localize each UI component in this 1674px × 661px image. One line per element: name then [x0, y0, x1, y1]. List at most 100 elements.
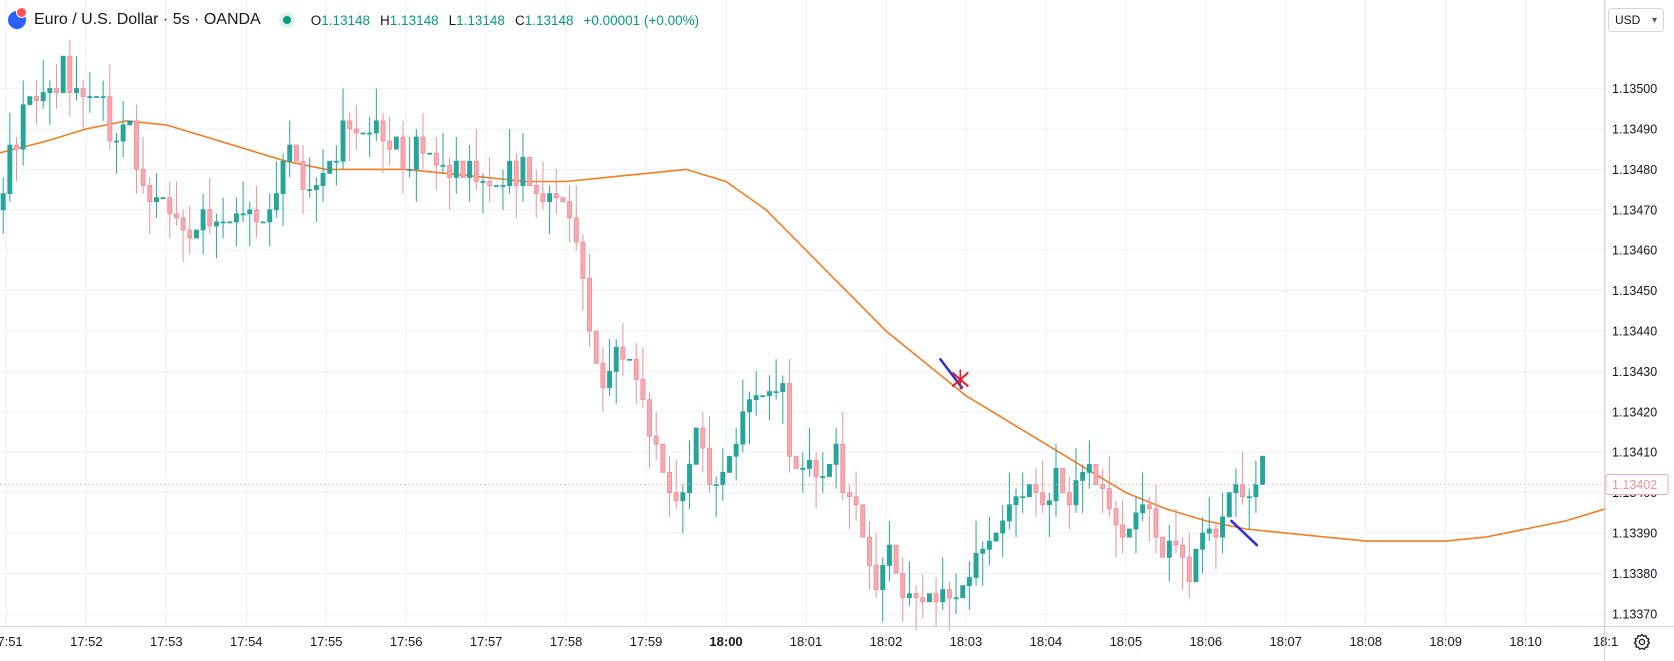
candle-body-up [453, 160, 459, 178]
candle-body-down [1186, 556, 1192, 582]
candle-body-down [107, 96, 113, 142]
candle-body-up [886, 544, 892, 566]
candle-body-up [1020, 496, 1026, 499]
ohlc-values: O1.13148 H1.13148 L1.13148 C1.13148 +0.0… [311, 13, 699, 28]
candle-body-up [507, 160, 513, 186]
candle [280, 153, 286, 226]
candle [713, 476, 719, 517]
settings-button[interactable] [1630, 630, 1654, 654]
candle [593, 330, 599, 364]
candle [1133, 496, 1139, 554]
candle [1066, 476, 1072, 530]
candle-body-down [667, 472, 672, 494]
candle-body-down [1213, 528, 1219, 538]
candle [433, 137, 439, 190]
candle [193, 229, 199, 239]
candle [413, 128, 419, 202]
low-label: L [448, 12, 457, 28]
candle-body-up [693, 427, 699, 465]
last-price-box [1605, 474, 1669, 496]
candle [353, 104, 359, 150]
candle-body-up [40, 92, 46, 102]
candle [800, 452, 806, 493]
candle [853, 472, 859, 521]
candle-body-up [153, 197, 159, 203]
candle [727, 455, 732, 473]
candle [114, 132, 119, 174]
price-tick-label: 1.13380 [1612, 567, 1657, 581]
candle [260, 221, 266, 224]
candle [360, 132, 366, 135]
candle [120, 100, 126, 158]
candle-body-up [193, 229, 199, 239]
candle [607, 339, 613, 396]
candle-body-down [593, 330, 599, 364]
candle-body-down [67, 55, 73, 93]
candle-body-down [1180, 544, 1186, 558]
blue-line-1[interactable] [939, 358, 964, 389]
candle-body-up [613, 346, 619, 372]
candle [54, 64, 59, 109]
candle [660, 443, 666, 473]
candle-body-up [820, 476, 826, 478]
candle [860, 504, 866, 538]
candle [180, 209, 186, 263]
candle [720, 448, 726, 501]
price-tick-label: 1.13390 [1612, 527, 1657, 541]
candle-body-down [1160, 536, 1166, 558]
candle [293, 144, 299, 162]
candle [74, 56, 79, 101]
currency-selector[interactable]: USD ▾ [1608, 8, 1664, 32]
candle-body-up [1073, 480, 1079, 506]
candle [473, 128, 479, 190]
last-price-label: 1.13402 [1612, 478, 1657, 492]
candle-body-up [960, 585, 966, 599]
candle [1033, 468, 1039, 517]
candle [60, 55, 66, 93]
candle [886, 520, 892, 582]
candle-body-down [447, 164, 453, 178]
candle-body-down [300, 160, 306, 190]
candle-body-up [120, 124, 126, 142]
candle [1140, 472, 1146, 521]
candle-body-up [733, 443, 739, 457]
candle [1106, 456, 1112, 517]
candle [173, 181, 179, 226]
candle-body-up [780, 383, 786, 393]
candle-body-down [553, 193, 559, 199]
candle-body-down [293, 144, 299, 162]
candle [573, 185, 579, 251]
candle-body-down [400, 136, 406, 170]
candle-body-up [327, 160, 333, 174]
price-tick-label: 1.13450 [1612, 284, 1657, 298]
candle-body-up [467, 160, 473, 178]
candle-body-up [393, 136, 399, 150]
candle [1233, 468, 1239, 517]
candle-body-up [547, 193, 553, 203]
candle-body-up [1013, 496, 1019, 506]
candle [367, 116, 373, 158]
candle [34, 80, 39, 125]
red-cross[interactable] [951, 369, 969, 390]
candle-body-up [940, 589, 946, 603]
candle [127, 120, 133, 126]
candle-body-up [427, 152, 433, 155]
blue-line-2[interactable] [1230, 519, 1259, 547]
open-label: O [310, 12, 322, 28]
candle-body-down [787, 383, 792, 457]
candle [1186, 533, 1192, 598]
candle-body-down [707, 447, 712, 485]
candle [920, 573, 926, 618]
candle [313, 177, 319, 222]
candle [447, 157, 453, 210]
candle-body-up [480, 181, 486, 183]
candle-body-down [14, 144, 19, 150]
time-tick-label: 17:59 [630, 634, 663, 649]
candle [747, 391, 752, 445]
time-tick-label: 17:53 [150, 634, 183, 649]
symbol-title[interactable]: Euro / U.S. Dollar · 5s · OANDA [34, 11, 261, 28]
candle-body-up [360, 132, 366, 135]
